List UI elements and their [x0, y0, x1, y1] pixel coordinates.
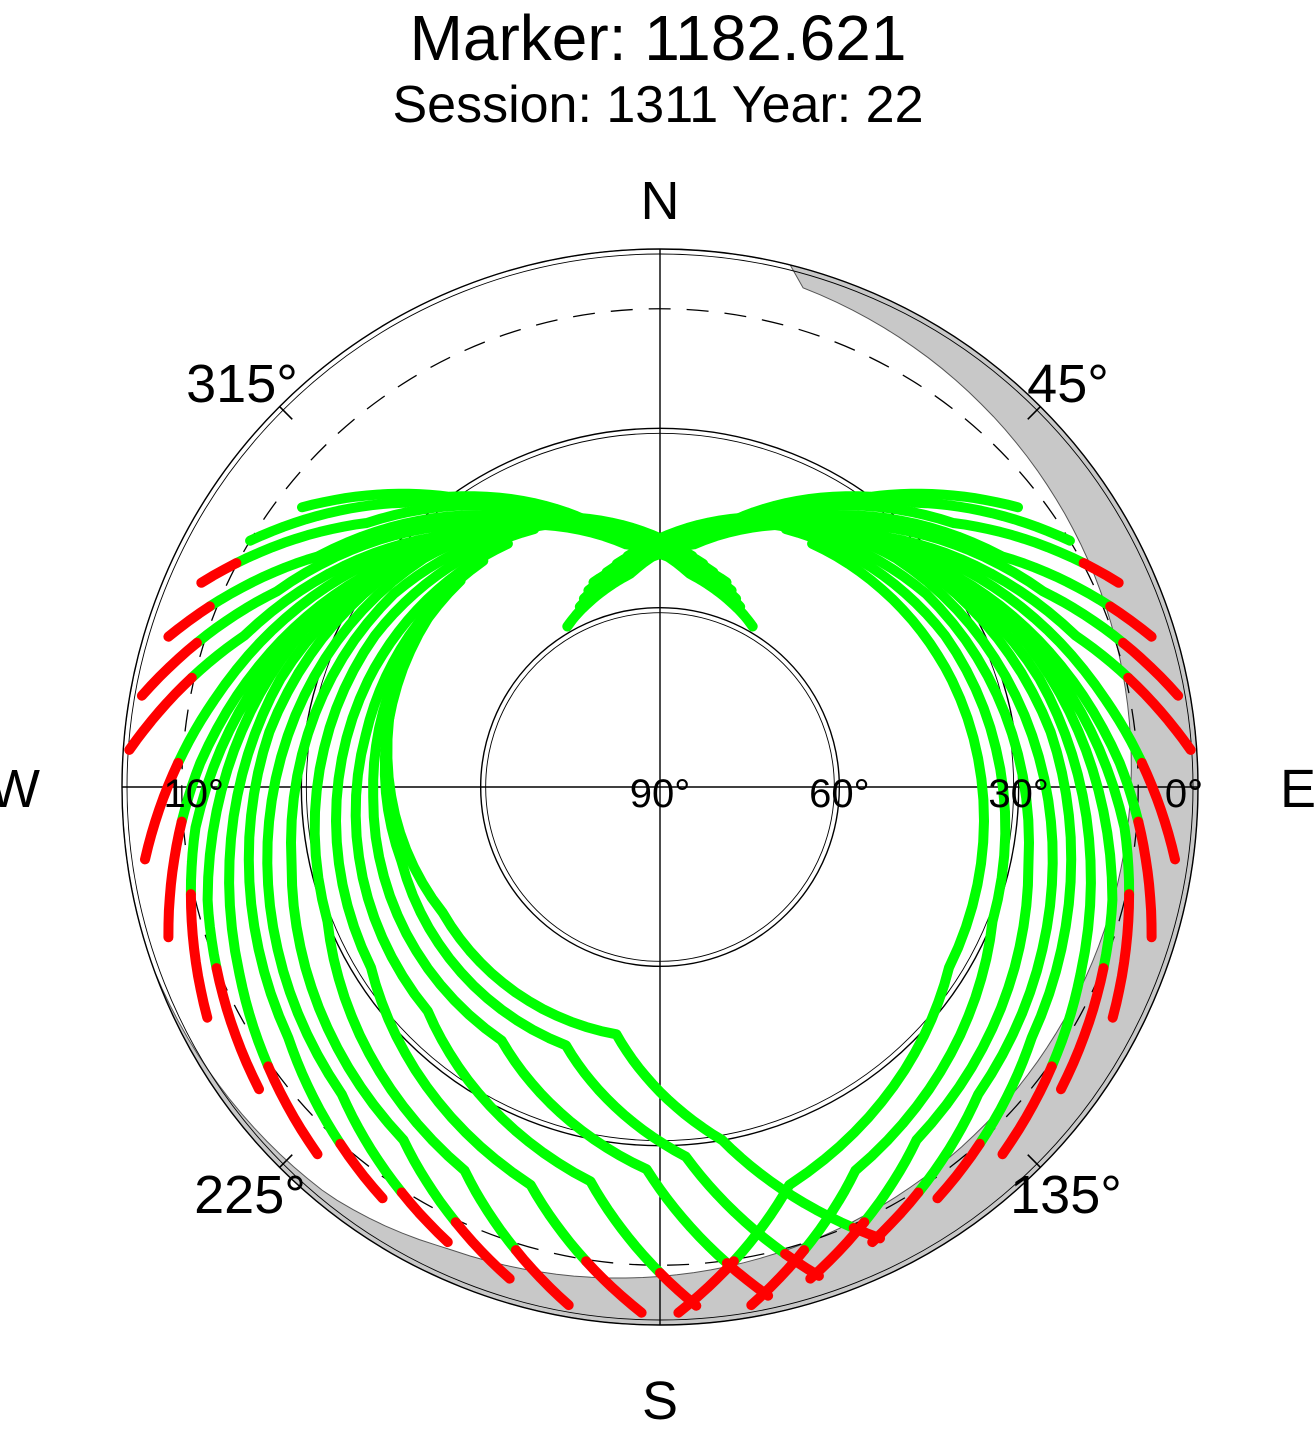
track-above-cutoff — [751, 518, 1034, 1228]
azimuth-label: 135° — [1010, 1165, 1122, 1225]
track-below-cutoff — [335, 1138, 388, 1204]
satellite-track — [673, 538, 989, 1318]
track-below-cutoff — [673, 1256, 739, 1318]
track-below-cutoff — [1107, 889, 1135, 1023]
track-below-cutoff — [1078, 558, 1124, 588]
track-below-cutoff — [805, 1217, 870, 1284]
azimuth-tick — [279, 406, 293, 420]
track-below-cutoff — [163, 601, 215, 642]
track-below-cutoff — [1133, 816, 1157, 943]
elevation-label: 90° — [630, 772, 691, 816]
compass-east-label: E — [1280, 759, 1316, 819]
track-below-cutoff — [185, 889, 213, 1023]
track-below-cutoff — [510, 1245, 574, 1311]
track-above-cutoff — [382, 656, 859, 1233]
track-above-cutoff — [262, 514, 599, 1198]
track-below-cutoff — [263, 1061, 323, 1160]
track-below-cutoff — [1105, 601, 1157, 642]
track-below-cutoff — [124, 672, 197, 755]
track-below-cutoff — [746, 1245, 810, 1311]
track-above-cutoff — [286, 518, 569, 1228]
chart-title: Marker: 1182.621 — [409, 2, 907, 74]
track-above-cutoff — [728, 538, 989, 1267]
satellite-track — [751, 518, 1034, 1284]
track-above-cutoff — [350, 555, 665, 1278]
track-below-cutoff — [581, 1256, 647, 1318]
track-below-cutoff — [1136, 757, 1180, 865]
azimuth-tick — [1027, 406, 1041, 420]
azimuth-label: 45° — [1027, 354, 1109, 414]
compass-north-label: N — [641, 171, 680, 231]
track-above-cutoff — [331, 538, 592, 1267]
elevation-label: 10° — [164, 772, 225, 816]
track-below-cutoff — [1123, 672, 1196, 755]
elevation-label: 30° — [988, 772, 1049, 816]
satellite-track — [382, 656, 886, 1244]
azimuth-tick — [1027, 1154, 1041, 1168]
compass-south-label: S — [642, 1371, 678, 1431]
track-below-cutoff — [136, 637, 202, 701]
track-above-cutoff — [780, 524, 1011, 1256]
track-below-cutoff — [211, 963, 264, 1095]
satellite-tracks — [124, 488, 1196, 1318]
elevation-label: 0° — [1165, 772, 1203, 816]
track-below-cutoff — [396, 1187, 453, 1248]
azimuth-label: 315° — [186, 354, 298, 414]
compass-west-label: W — [0, 759, 40, 819]
chart-subtitle: Session: 1311 Year: 22 — [392, 76, 924, 134]
satellite-track — [262, 514, 599, 1248]
track-above-cutoff — [368, 575, 732, 1269]
elevation-label: 60° — [809, 772, 870, 816]
track-above-cutoff — [691, 512, 1077, 1149]
track-above-cutoff — [721, 514, 1058, 1198]
satellite-track — [286, 518, 569, 1284]
track-below-cutoff — [1056, 963, 1109, 1095]
track-below-cutoff — [450, 1217, 515, 1284]
track-below-cutoff — [163, 816, 187, 943]
polar-grid — [121, 248, 1199, 1326]
track-below-cutoff — [867, 1187, 924, 1248]
track-below-cutoff — [997, 1061, 1057, 1160]
track-above-cutoff — [309, 524, 540, 1256]
axis-labels: N E S W 45° 135° 225° 315° 0° 30° 60° 90° 10° — [0, 171, 1316, 1431]
satellite-track — [746, 524, 1011, 1311]
satellite-track — [721, 514, 1058, 1248]
azimuth-label: 225° — [194, 1165, 306, 1225]
azimuth-tick — [279, 1154, 293, 1168]
satellite-track — [309, 524, 574, 1311]
track-below-cutoff — [932, 1138, 985, 1204]
track-below-cutoff — [1118, 637, 1184, 701]
satellite-track — [379, 613, 824, 1281]
satellite-track — [331, 538, 647, 1318]
track-below-cutoff — [140, 757, 184, 865]
track-below-cutoff — [196, 558, 242, 588]
